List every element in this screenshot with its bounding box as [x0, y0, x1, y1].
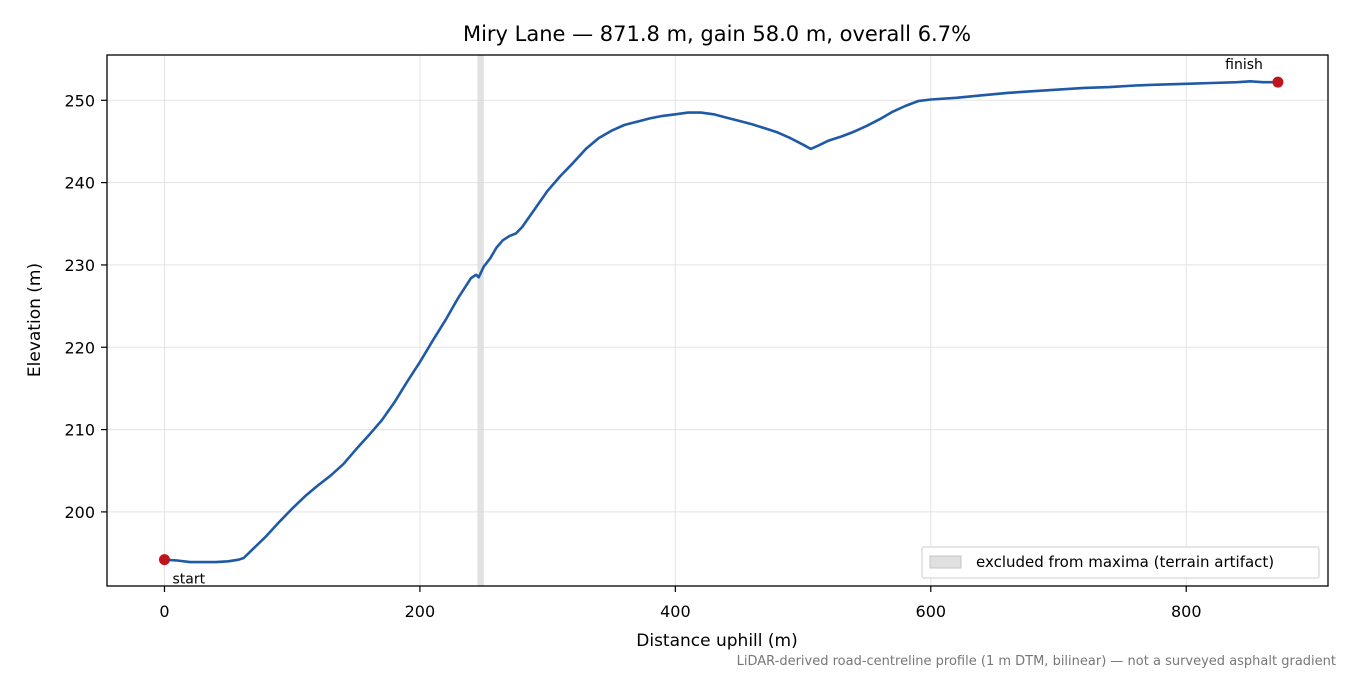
excluded-band: [477, 55, 484, 586]
y-axis-label: Elevation (m): [25, 263, 45, 377]
y-tick-label: 240: [64, 174, 95, 193]
x-axis-ticks: 0 200 400 600 800: [159, 586, 1202, 621]
y-axis-ticks: 200 210 220 230 240 250: [64, 91, 107, 522]
legend-swatch: [929, 555, 962, 569]
elevation-line: [164, 80, 1278, 564]
grid: [107, 55, 1328, 586]
legend-box: [921, 546, 1320, 579]
x-axis-label: Distance uphill (m): [636, 631, 797, 651]
start-marker: [158, 554, 170, 566]
y-tick-label: 210: [64, 421, 95, 440]
footnote: LiDAR-derived road-centreline profile (1…: [737, 654, 1336, 669]
x-tick-label: 600: [916, 602, 947, 621]
y-tick-label: 220: [64, 338, 95, 357]
finish-label: finish: [1225, 57, 1263, 73]
chart-title: Miry Lane — 871.8 m, gain 58.0 m, overal…: [463, 22, 971, 46]
excluded-band-rect: [477, 55, 484, 586]
x-tick-label: 200: [405, 602, 436, 621]
finish-marker: [1272, 76, 1284, 88]
x-tick-label: 0: [159, 602, 169, 621]
plot-frame: [106, 54, 1329, 587]
legend: excluded from maxima (terrain artifact): [921, 546, 1320, 579]
y-tick-label: 250: [64, 91, 95, 110]
y-tick-label: 230: [64, 256, 95, 275]
markers-group: start finish: [158, 57, 1284, 588]
legend-label: excluded from maxima (terrain artifact): [976, 553, 1274, 571]
x-tick-label: 400: [660, 602, 691, 621]
x-tick-label: 800: [1171, 602, 1202, 621]
start-label: start: [172, 572, 205, 588]
series-group: [164, 80, 1278, 564]
y-tick-label: 200: [64, 503, 95, 522]
